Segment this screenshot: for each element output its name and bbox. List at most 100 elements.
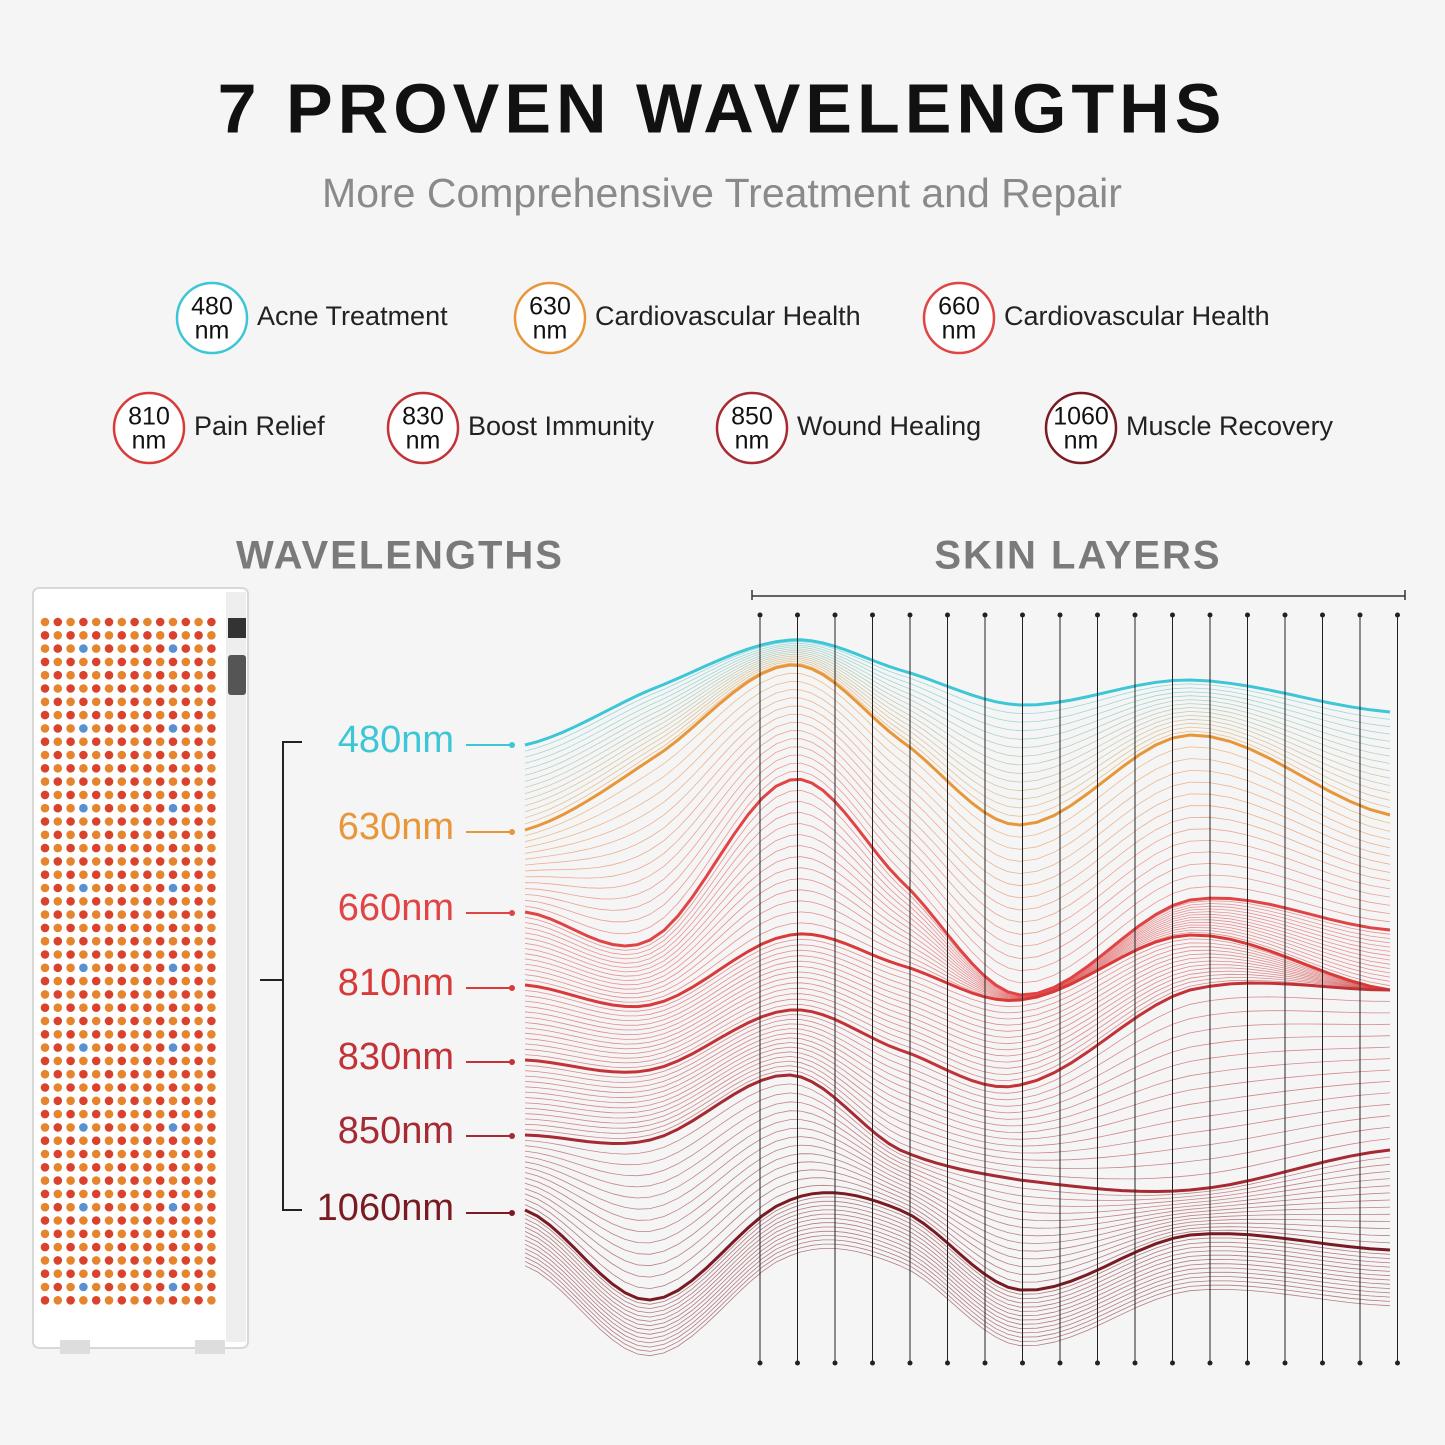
led [130, 817, 139, 826]
led [168, 644, 178, 653]
led [207, 617, 216, 627]
led [130, 724, 139, 733]
led [104, 1282, 114, 1292]
led [155, 1123, 165, 1132]
led [53, 1149, 63, 1159]
led [207, 657, 216, 667]
led [91, 963, 101, 973]
badge-wavelength: 480 [191, 293, 233, 321]
led [53, 843, 63, 853]
wavelength-label: 850nm [338, 1110, 454, 1152]
led [143, 910, 152, 919]
wave-line [524, 1037, 1391, 1127]
wave-line [524, 1213, 1391, 1322]
led [40, 910, 50, 919]
led [155, 923, 165, 933]
layer-dot [870, 612, 875, 618]
led [79, 1149, 88, 1159]
led [53, 1202, 63, 1212]
led [40, 1003, 50, 1012]
led [40, 817, 50, 826]
layer-dot [832, 612, 838, 618]
wave-line [524, 697, 1391, 875]
led [40, 1296, 50, 1305]
led [143, 870, 152, 879]
light-panel [32, 587, 249, 1354]
led [155, 1189, 165, 1199]
wave-line [524, 1177, 1391, 1278]
wave-line [524, 705, 1391, 887]
led [168, 1202, 178, 1212]
led [181, 737, 191, 746]
led [168, 1109, 178, 1119]
led [117, 910, 127, 919]
wave-line [524, 1092, 1391, 1201]
led [168, 923, 178, 933]
led [79, 857, 88, 866]
led [130, 897, 139, 906]
led [130, 1136, 139, 1145]
led [168, 857, 178, 866]
led [91, 1229, 101, 1239]
led [181, 710, 191, 720]
led [104, 1296, 114, 1305]
led [168, 764, 178, 773]
wave-line [524, 662, 1391, 825]
led [104, 976, 114, 986]
led [207, 910, 216, 919]
led [79, 883, 88, 893]
led [130, 644, 139, 653]
led [207, 1256, 216, 1265]
led [66, 1069, 75, 1079]
led [104, 617, 114, 627]
led [194, 803, 203, 813]
led [168, 1069, 178, 1079]
led [117, 857, 127, 866]
wavelength-label: 660nm [338, 887, 454, 929]
led [130, 1016, 139, 1026]
led [79, 724, 88, 733]
led [91, 1176, 101, 1185]
led [104, 910, 114, 919]
led [79, 737, 88, 746]
led [168, 1176, 178, 1185]
led [143, 1069, 152, 1079]
led [117, 830, 127, 840]
led [104, 803, 114, 813]
led [104, 697, 114, 707]
connector-dot [509, 1059, 515, 1065]
led [181, 1069, 191, 1079]
led [155, 963, 165, 973]
led [130, 1282, 139, 1292]
led [66, 936, 75, 946]
led [181, 870, 191, 879]
led [130, 1003, 139, 1012]
led [79, 1016, 88, 1026]
wave-line [524, 1110, 1391, 1214]
led [53, 1016, 63, 1026]
led [194, 777, 203, 786]
badge-unit: nm [942, 317, 977, 345]
led [66, 1016, 75, 1026]
wave-line [524, 834, 1391, 998]
led [104, 684, 114, 693]
led [53, 1216, 63, 1225]
led [66, 631, 75, 640]
led [143, 897, 152, 906]
led [194, 1202, 203, 1212]
led [117, 1216, 127, 1225]
layer-dot [1245, 1360, 1250, 1366]
led [104, 657, 114, 667]
led [53, 657, 63, 667]
led [79, 1083, 88, 1092]
led [181, 750, 191, 760]
led [130, 803, 139, 813]
led [143, 883, 152, 893]
led [130, 1216, 139, 1225]
led [117, 870, 127, 879]
led [130, 1242, 139, 1252]
led [194, 990, 203, 999]
led [194, 1003, 203, 1012]
led [53, 897, 63, 906]
led [53, 1269, 63, 1278]
